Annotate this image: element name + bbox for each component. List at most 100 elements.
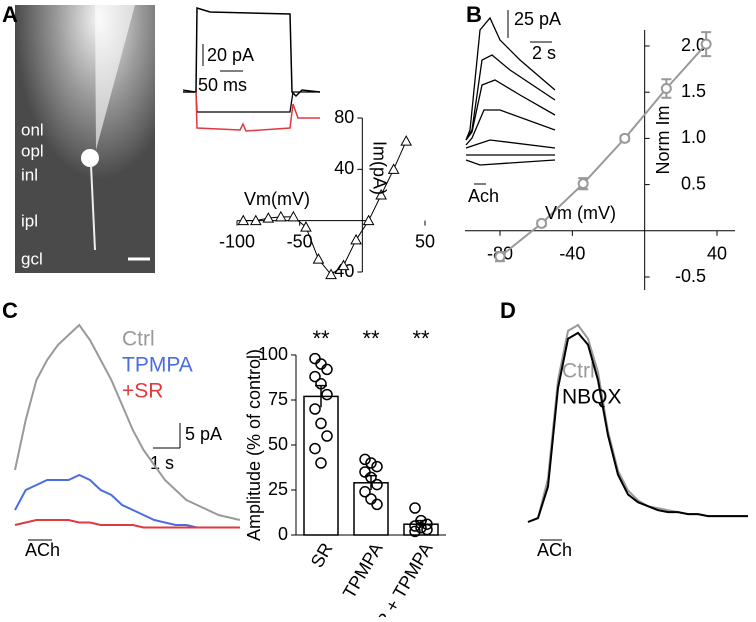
- x-tick-label: SR: [307, 539, 337, 571]
- panel-letter: D: [500, 298, 516, 323]
- x-tick-label: -100: [219, 231, 255, 251]
- data-point: [309, 370, 321, 383]
- x-tick-label: -50: [287, 231, 313, 251]
- y-axis-label: Norm Im: [653, 106, 673, 175]
- marker: [287, 210, 300, 222]
- data-point: [321, 388, 333, 401]
- data-point: [359, 453, 371, 466]
- trace: [527, 331, 748, 523]
- marker: [300, 221, 312, 232]
- data-point: [365, 471, 377, 484]
- panel-letter: C: [2, 298, 18, 323]
- y-tick-label: -0.5: [675, 266, 706, 286]
- y-tick-label: 1.5: [681, 81, 706, 101]
- y-tick-label: 75: [268, 389, 288, 409]
- trace: [195, 91, 320, 132]
- data-point: [315, 457, 327, 469]
- layer-label: onl: [21, 120, 44, 139]
- data-point: [315, 358, 327, 370]
- marker: [387, 163, 400, 174]
- stimulus-label: ACh: [25, 540, 60, 560]
- significance: **: [362, 326, 380, 351]
- trace: [14, 323, 241, 521]
- data-point: [365, 457, 377, 469]
- scale-label: 25 pA: [514, 9, 561, 29]
- marker: [619, 132, 631, 144]
- pipette: [95, 5, 135, 150]
- data-point: [309, 442, 321, 455]
- trace-group: [465, 16, 556, 166]
- scale-label: 50 ms: [198, 75, 247, 95]
- stimulus-label: Ach: [468, 186, 499, 206]
- marker: [536, 217, 548, 229]
- data-point: [421, 518, 433, 530]
- trace: [527, 323, 748, 523]
- data-point: [421, 523, 433, 536]
- significance: **: [412, 326, 430, 351]
- legend-label: +SR: [122, 380, 163, 403]
- marker: [262, 212, 275, 223]
- y-tick-label: 2.0: [681, 35, 706, 55]
- data-point: [359, 486, 371, 498]
- cell-body: [81, 149, 99, 167]
- data-point: [371, 478, 383, 491]
- micrograph: [15, 5, 155, 273]
- data-point: [409, 502, 421, 514]
- legend-label: Ctrl: [562, 360, 595, 383]
- marker: [325, 268, 337, 280]
- significance: **: [312, 326, 330, 351]
- x-axis-label: Vm(mV): [244, 189, 310, 209]
- layer-label: gcl: [21, 249, 43, 268]
- x-tick-label: 40: [707, 244, 727, 264]
- layer-label: ipl: [21, 211, 38, 230]
- bar: [353, 482, 389, 536]
- layer-label: opl: [21, 141, 44, 160]
- y-axis-label: Im(pA): [369, 141, 389, 195]
- marker: [660, 83, 672, 95]
- data-point: [309, 352, 321, 365]
- x-tick-label: 50: [415, 231, 435, 251]
- y-tick-label: 50: [268, 434, 288, 454]
- legend-label: Ctrl: [122, 328, 155, 351]
- panel-letter: B: [466, 2, 482, 27]
- layer-label: inl: [21, 165, 38, 184]
- fit-line: [499, 43, 707, 258]
- data-point: [409, 525, 421, 538]
- marker: [312, 253, 325, 264]
- x-tick-label: TPMPA: [339, 539, 387, 602]
- marker: [494, 251, 506, 263]
- data-point: [415, 522, 427, 534]
- y-axis-label: Amplitude (% of control): [244, 349, 264, 541]
- marker: [362, 214, 375, 226]
- data-point: [371, 498, 383, 511]
- bar: [303, 395, 339, 536]
- y-tick-label: 40: [334, 158, 354, 178]
- scale-label: 2 s: [532, 43, 556, 63]
- legend-label: TPMPA: [122, 354, 193, 377]
- marker: [350, 233, 362, 245]
- y-tick-label: 25: [268, 479, 288, 499]
- x-tick-label: -40: [559, 244, 585, 264]
- marker: [237, 214, 250, 226]
- data-point: [315, 378, 327, 390]
- y-tick-label: 80: [334, 107, 354, 127]
- stimulus-label: ACh: [537, 540, 572, 560]
- marker: [400, 135, 413, 146]
- data-point: [321, 430, 333, 442]
- marker: [577, 178, 589, 190]
- marker: [700, 38, 712, 50]
- x-axis-label: Vm (mV): [545, 203, 616, 223]
- marker: [249, 214, 262, 226]
- marker: [375, 188, 387, 200]
- data-point: [371, 460, 383, 473]
- error-bar: [415, 519, 427, 528]
- data-point: [315, 417, 327, 430]
- marker: [275, 210, 287, 222]
- y-tick-label: 0: [278, 524, 288, 544]
- scale-label: 20 pA: [207, 45, 254, 65]
- data-point: [309, 403, 321, 415]
- marker: [337, 259, 350, 271]
- trace: [182, 89, 320, 113]
- panel-letter: A: [2, 2, 18, 27]
